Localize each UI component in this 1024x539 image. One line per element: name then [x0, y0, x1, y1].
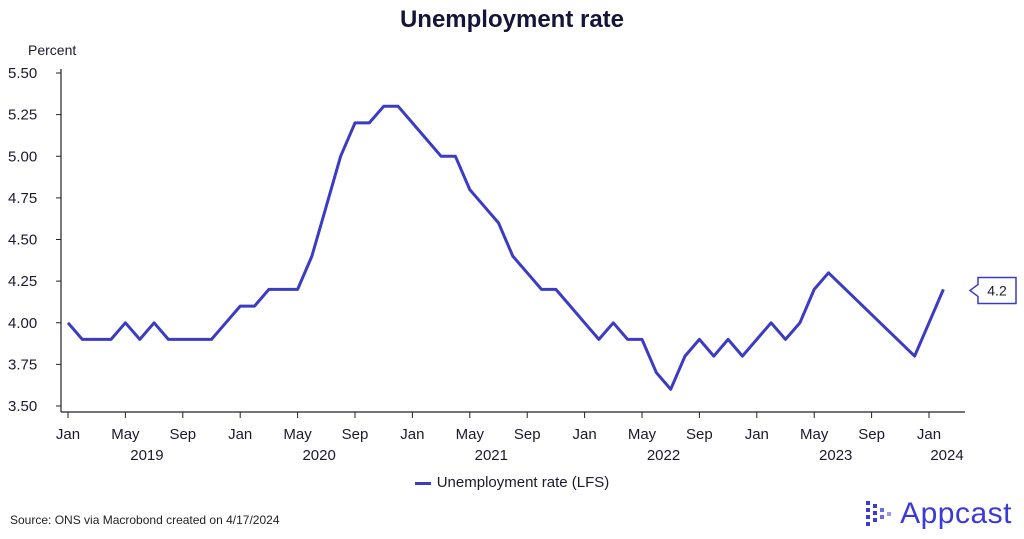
- x-tick-label: Sep: [514, 426, 541, 443]
- y-tick-label: 3.75: [8, 356, 37, 373]
- x-tick-label: Jan: [917, 426, 941, 443]
- page-title: Unemployment rate: [399, 6, 625, 33]
- y-tick-label: 4.50: [8, 232, 37, 249]
- y-tick-label: 4.25: [8, 273, 37, 290]
- x-tick-label: Jan: [745, 426, 769, 443]
- last-value-callout: 4.2: [968, 276, 1017, 305]
- x-tick-label: Jan: [573, 426, 597, 443]
- brand-logo: Appcast: [866, 496, 1012, 532]
- brand-name: Appcast: [900, 497, 1012, 530]
- y-tick-label: 3.50: [8, 398, 37, 415]
- y-axis-ticks: 5.50 5.25 5.00 4.75 4.50 4.25 4.00 3.75 3.50: [8, 65, 61, 415]
- last-value-label: 4.2: [987, 282, 1007, 298]
- legend-label: Unemployment rate (LFS): [436, 474, 610, 491]
- series-line-unemployment: [66, 104, 945, 391]
- x-axis-ticks: Jan May Sep Jan May Sep Jan May Sep Jan May Sep Jan M…: [56, 412, 964, 464]
- y-tick-label: 5.50: [8, 65, 37, 82]
- appcast-logo-icon: [866, 499, 892, 529]
- y-tick-label: 5.25: [8, 107, 37, 124]
- y-tick-label: 5.00: [8, 148, 37, 165]
- x-tick-label: Jan: [400, 426, 424, 443]
- y-axis-label: Percent: [28, 42, 76, 58]
- x-year-label: 2023: [819, 447, 852, 464]
- legend-swatch: [414, 481, 431, 485]
- x-tick-label: Sep: [858, 426, 885, 443]
- y-tick-label: 4.75: [8, 190, 37, 207]
- x-tick-label: Sep: [342, 426, 369, 443]
- x-tick-label: May: [111, 426, 140, 443]
- series-group: [66, 104, 945, 391]
- x-tick-label: May: [283, 426, 312, 443]
- source-note: Source: ONS via Macrobond created on 4/1…: [10, 513, 280, 527]
- x-tick-label: May: [456, 426, 485, 443]
- x-year-label: 2024: [930, 447, 963, 464]
- x-tick-label: Jan: [56, 426, 80, 443]
- last-value-box: [968, 276, 1017, 305]
- x-year-label: 2020: [302, 447, 335, 464]
- x-year-label: 2021: [475, 447, 508, 464]
- x-tick-label: May: [800, 426, 829, 443]
- y-tick-label: 4.00: [8, 315, 37, 332]
- x-tick-label: Jan: [228, 426, 252, 443]
- x-year-label: 2019: [130, 447, 163, 464]
- x-tick-label: Sep: [169, 426, 196, 443]
- chart-legend: Unemployment rate (LFS): [0, 474, 1024, 491]
- chart-axes: Percent: [28, 42, 965, 413]
- x-year-label: 2022: [647, 447, 680, 464]
- x-tick-label: May: [628, 426, 657, 443]
- x-tick-label: Sep: [686, 426, 713, 443]
